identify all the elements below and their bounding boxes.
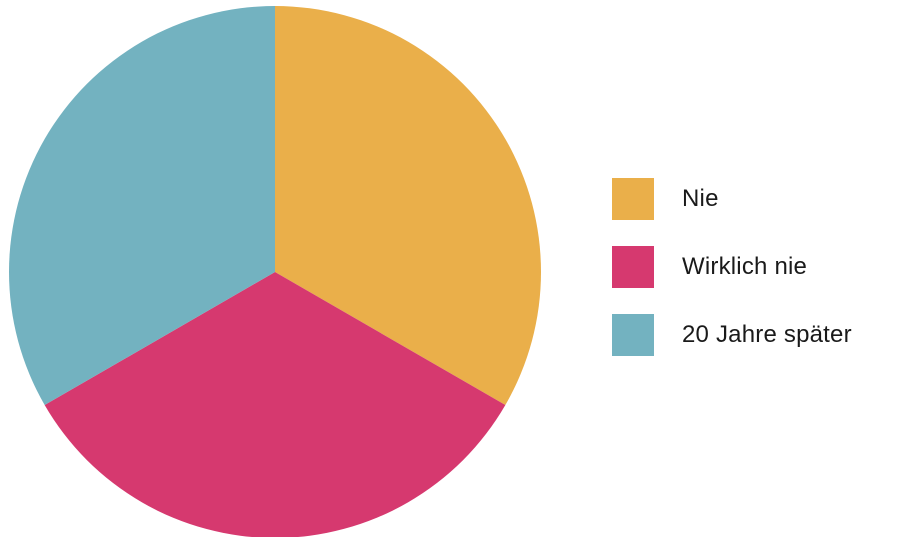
legend-item-nie: Nie [612, 178, 912, 220]
legend-label-wirklich-nie: Wirklich nie [682, 253, 808, 280]
legend: Nie Wirklich nie 20 Jahre später [612, 178, 912, 382]
legend-item-wirklich-nie: Wirklich nie [612, 246, 912, 288]
pie-slice-20-jahre-spaeter [9, 6, 275, 405]
legend-swatch-wirklich-nie [612, 246, 654, 288]
legend-item-20-jahre-spaeter: 20 Jahre später [612, 314, 912, 356]
pie-slice-wirklich-nie [44, 272, 506, 538]
legend-swatch-nie [612, 178, 654, 220]
pie-slice-nie [275, 6, 541, 405]
legend-label-nie: Nie [682, 185, 719, 212]
legend-label-20-jahre-spaeter: 20 Jahre später [682, 321, 852, 348]
legend-swatch-20-jahre-spaeter [612, 314, 654, 356]
